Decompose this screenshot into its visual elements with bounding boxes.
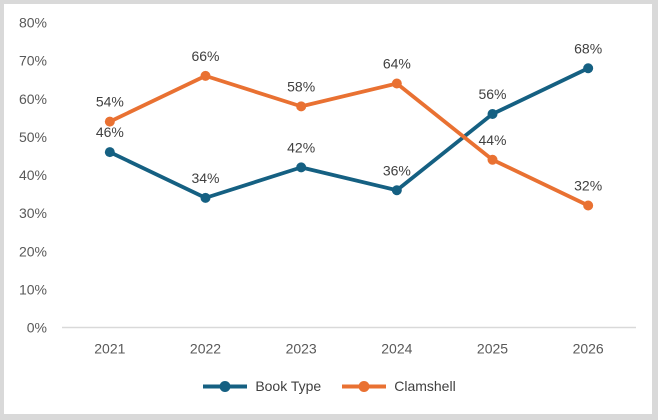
legend-item-book-type: Book Type	[202, 378, 321, 394]
series-marker-clamshell	[487, 154, 498, 165]
y-tick-label: 50%	[19, 129, 47, 145]
series-marker-book-type	[296, 162, 307, 173]
data-label-book-type: 56%	[478, 86, 506, 102]
data-label-clamshell: 64%	[383, 56, 411, 72]
x-tick-label: 2024	[381, 341, 412, 357]
series-marker-book-type	[583, 63, 594, 74]
x-tick-label: 2026	[573, 341, 604, 357]
x-tick-label: 2023	[286, 341, 317, 357]
y-tick-label: 40%	[19, 167, 47, 183]
data-label-clamshell: 44%	[478, 132, 506, 148]
data-label-book-type: 42%	[287, 139, 315, 155]
data-label-clamshell: 54%	[96, 94, 124, 110]
series-marker-clamshell	[296, 101, 307, 112]
x-tick-label: 2021	[94, 341, 125, 357]
legend-label-book-type: Book Type	[255, 378, 322, 394]
y-tick-label: 80%	[19, 15, 47, 31]
legend-line-marker-icon	[342, 380, 387, 392]
series-line-clamshell	[107, 73, 591, 208]
series-marker-book-type	[104, 147, 115, 158]
legend-line-marker-icon	[203, 380, 248, 392]
series-marker-clamshell	[391, 78, 402, 89]
y-tick-label: 60%	[19, 91, 47, 107]
x-tick-label: 2025	[477, 341, 508, 357]
data-label-clamshell: 32%	[574, 178, 602, 194]
y-tick-label: 70%	[19, 53, 47, 69]
data-label-clamshell: 66%	[191, 48, 219, 64]
y-tick-label: 0%	[27, 320, 47, 336]
x-tick-label: 2022	[190, 341, 221, 357]
data-label-book-type: 46%	[96, 124, 124, 140]
series-marker-clamshell	[104, 116, 115, 127]
legend-label-clamshell: Clamshell	[394, 378, 456, 394]
series-marker-clamshell	[200, 70, 211, 81]
y-tick-label: 10%	[19, 281, 47, 297]
data-label-book-type: 34%	[191, 170, 219, 186]
series-marker-clamshell	[583, 200, 594, 211]
series-marker-book-type	[200, 192, 211, 203]
series-line-book-type	[107, 66, 591, 200]
data-label-book-type: 68%	[574, 40, 602, 56]
legend-item-clamshell: Clamshell	[341, 378, 456, 394]
series-marker-book-type	[487, 109, 498, 119]
chart-legend: Book Type Clamshell	[0, 378, 658, 394]
data-label-clamshell: 58%	[287, 78, 315, 94]
series-marker-book-type	[391, 185, 402, 196]
y-tick-label: 20%	[19, 243, 47, 259]
y-tick-label: 30%	[19, 205, 47, 221]
data-label-book-type: 36%	[383, 162, 411, 178]
